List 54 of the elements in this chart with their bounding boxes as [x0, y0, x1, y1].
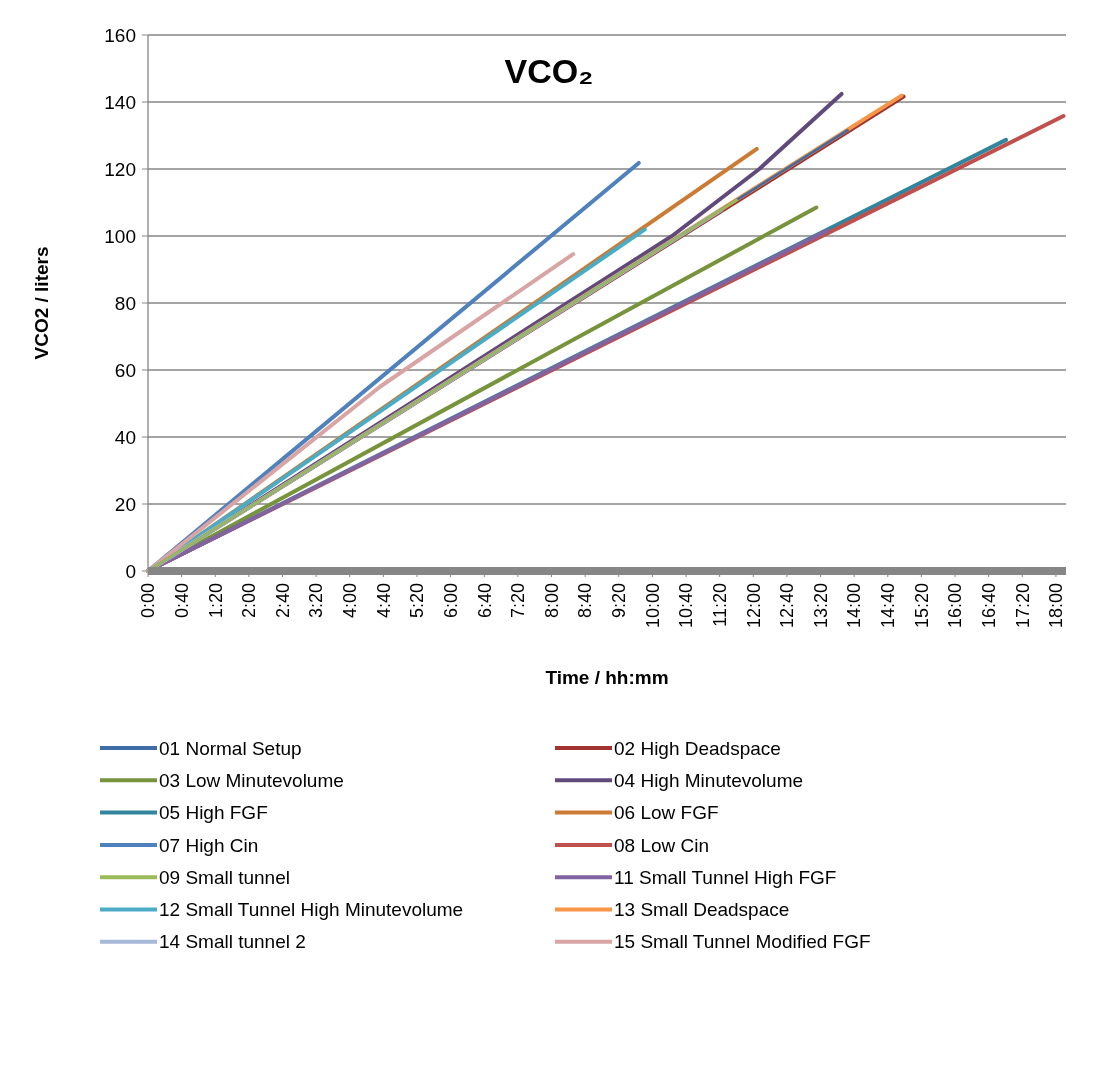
x-tick-label: 15:20: [911, 583, 932, 629]
x-tick-label: 0:40: [171, 583, 192, 619]
legend-label: 02 High Deadspace: [614, 737, 781, 759]
x-tick-label: 11:20: [709, 583, 730, 627]
x-tick-label: 16:00: [945, 583, 966, 629]
text: VCO₂: [504, 52, 594, 90]
x-tick-label: 12:00: [743, 583, 764, 629]
x-tick-label: 16:40: [978, 583, 999, 629]
legend-label: 13 Small Deadspace: [614, 899, 790, 921]
legend-label: 04 High Minutevolume: [614, 769, 804, 791]
x-tick-label: 6:00: [440, 583, 461, 619]
y-tick-label: 160: [104, 24, 136, 46]
x-tick-label: 2:40: [272, 583, 293, 619]
x-tick-label: 13:20: [810, 583, 831, 629]
legend-label: 15 Small Tunnel Modified FGF: [614, 931, 871, 953]
legend-label: 09 Small tunnel: [159, 866, 290, 888]
x-axis-title: Time / hh:mm: [545, 667, 669, 688]
y-tick-label: 100: [104, 225, 136, 247]
legend-label: 06 Low FGF: [614, 802, 719, 824]
x-tick-label: 18:00: [1046, 583, 1067, 629]
legend-label: 14 Small tunnel 2: [159, 931, 306, 953]
y-tick-label: 20: [114, 493, 136, 515]
x-tick-label: 10:40: [676, 583, 697, 629]
x-tick-label: 17:20: [1012, 583, 1033, 629]
legend-label: 08 Low Cin: [614, 834, 710, 856]
y-tick-label: 40: [114, 426, 136, 448]
x-tick-label: 8:00: [541, 583, 562, 619]
y-tick-label: 80: [114, 292, 136, 314]
legend-label: 01 Normal Setup: [159, 737, 302, 759]
x-tick-label: 10:00: [642, 583, 663, 629]
x-tick-label: 2:00: [239, 583, 260, 619]
x-tick-label: 5:20: [407, 583, 428, 619]
x-tick-label: 4:40: [373, 583, 394, 619]
y-tick-label: 120: [104, 158, 136, 180]
legend-label: 03 Low Minutevolume: [159, 769, 344, 791]
y-tick-label: 0: [125, 560, 136, 582]
legend-label: 05 High FGF: [159, 802, 268, 824]
x-tick-label: 14:00: [844, 583, 865, 629]
x-tick-label: 14:40: [878, 583, 899, 629]
x-tick-label: 4:00: [340, 583, 361, 619]
x-tick-label: 12:40: [777, 583, 798, 629]
x-tick-label: 0:00: [138, 583, 159, 619]
y-tick-label: 60: [114, 359, 136, 381]
x-tick-label: 8:40: [575, 583, 596, 619]
y-axis-title: VCO2 / liters: [31, 246, 52, 360]
legend-label: 12 Small Tunnel High Minutevolume: [159, 899, 464, 921]
x-tick-label: 6:40: [474, 583, 495, 619]
x-tick-label: 3:20: [306, 583, 327, 619]
legend-label: 07 High Cin: [159, 834, 259, 856]
legend-label: 11 Small Tunnel High FGF: [614, 866, 837, 888]
x-tick-label: 1:20: [205, 583, 226, 619]
y-tick-label: 140: [104, 91, 136, 113]
x-tick-label: 7:20: [508, 583, 529, 619]
x-tick-label: 9:20: [609, 583, 630, 619]
